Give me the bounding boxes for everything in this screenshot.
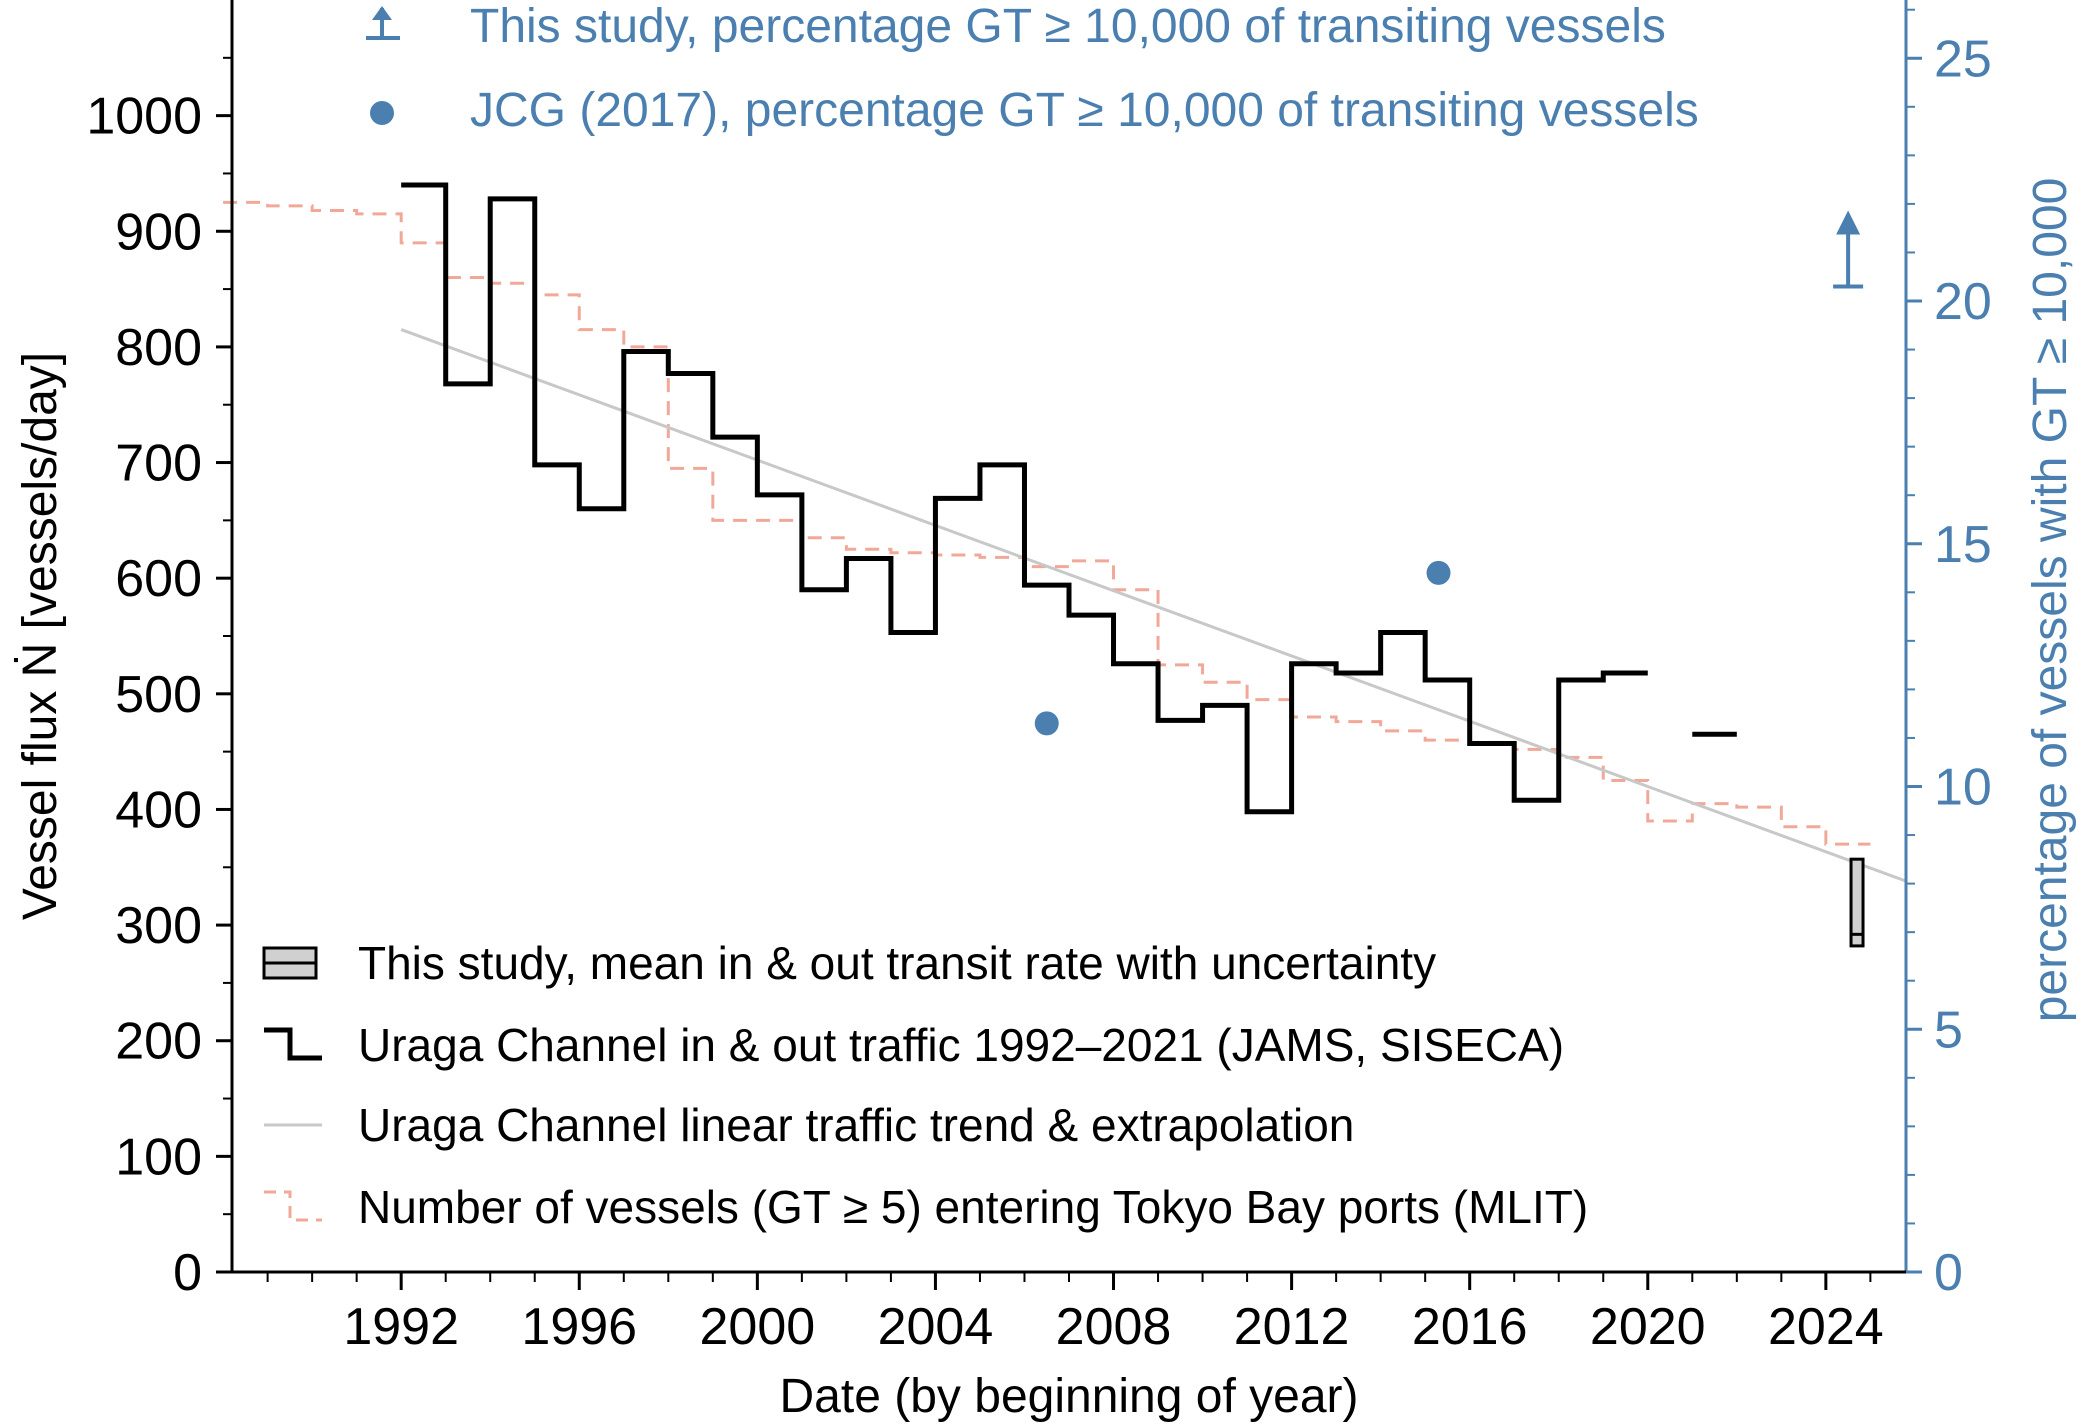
y-tick-label: 900 bbox=[115, 203, 202, 261]
y2-tick-label: 20 bbox=[1934, 273, 1992, 331]
y-tick-label: 300 bbox=[115, 897, 202, 955]
legend-top-this-study: This study, percentage GT ≥ 10,000 of tr… bbox=[470, 0, 1666, 53]
x-axis-title: Date (by beginning of year) bbox=[780, 1370, 1359, 1423]
legend-step-marker bbox=[264, 1027, 322, 1061]
y-tick-label: 700 bbox=[115, 435, 202, 493]
x-tick-label: 2012 bbox=[1234, 1298, 1350, 1356]
axes bbox=[230, 0, 1908, 1274]
y-tick-label: 600 bbox=[115, 550, 202, 608]
x-tick-label: 1996 bbox=[521, 1298, 637, 1356]
this-study-box bbox=[1849, 857, 1865, 948]
jcg-point bbox=[1034, 711, 1059, 736]
y-tick-label: 500 bbox=[115, 666, 202, 724]
y2-tick-label: 25 bbox=[1934, 30, 1992, 88]
y-tick-label: 0 bbox=[173, 1244, 202, 1302]
legend-lower-limit-marker bbox=[366, 6, 400, 40]
legend-this-study-box: This study, mean in & out transit rate w… bbox=[358, 937, 1436, 989]
series-mlit-steps bbox=[223, 200, 1871, 846]
right-y-ticks: 0 5 10 15 20 25 bbox=[1906, 8, 1992, 1302]
y2-tick-label: 10 bbox=[1934, 759, 1992, 817]
legend-mlit-marker bbox=[264, 1190, 322, 1222]
top-legend: This study, percentage GT ≥ 10,000 of tr… bbox=[366, 0, 1699, 137]
jcg-point bbox=[1426, 560, 1451, 585]
x-tick-label: 2020 bbox=[1590, 1298, 1706, 1356]
x-ticks: 1992 1996 2000 2004 2008 2012 2016 2020 2024 bbox=[266, 1272, 1884, 1356]
y2-tick-label: 5 bbox=[1934, 1001, 1963, 1059]
left-y-ticks: 0 100 200 300 400 500 600 700 800 900 1000 bbox=[86, 56, 232, 1302]
y-tick-label: 1000 bbox=[86, 88, 202, 146]
bottom-legend: This study, mean in & out transit rate w… bbox=[262, 937, 1588, 1233]
legend-uraga-traffic: Uraga Channel in & out traffic 1992–2021… bbox=[358, 1019, 1564, 1071]
y-tick-label: 400 bbox=[115, 781, 202, 839]
x-tick-label: 1992 bbox=[343, 1298, 459, 1356]
y-tick-label: 100 bbox=[115, 1128, 202, 1186]
y-tick-label: 800 bbox=[115, 319, 202, 377]
x-tick-label: 2024 bbox=[1768, 1298, 1884, 1356]
legend-mlit: Number of vessels (GT ≥ 5) entering Toky… bbox=[358, 1181, 1588, 1233]
series-trend-line bbox=[400, 328, 1907, 883]
plot-area bbox=[223, 182, 1907, 948]
y2-axis-title: percentage of vessels with GT ≥ 10,000 bbox=[2024, 178, 2077, 1023]
x-tick-label: 2004 bbox=[878, 1298, 994, 1356]
y2-tick-label: 15 bbox=[1934, 516, 1992, 574]
x-tick-label: 2008 bbox=[1056, 1298, 1172, 1356]
series-uraga-steps-0 bbox=[401, 182, 1648, 815]
legend-uraga-trend: Uraga Channel linear traffic trend & ext… bbox=[358, 1099, 1354, 1151]
y-axis-title: Vessel flux Ṅ [vessels/day] bbox=[14, 352, 67, 920]
y2-tick-label: 0 bbox=[1934, 1244, 1963, 1302]
y-tick-label: 200 bbox=[115, 1013, 202, 1071]
legend-jcg-marker bbox=[370, 101, 394, 125]
x-tick-label: 2016 bbox=[1412, 1298, 1528, 1356]
legend-top-jcg: JCG (2017), percentage GT ≥ 10,000 of tr… bbox=[470, 84, 1699, 137]
x-tick-label: 2000 bbox=[700, 1298, 816, 1356]
lower-limit-arrowhead bbox=[1836, 210, 1861, 235]
